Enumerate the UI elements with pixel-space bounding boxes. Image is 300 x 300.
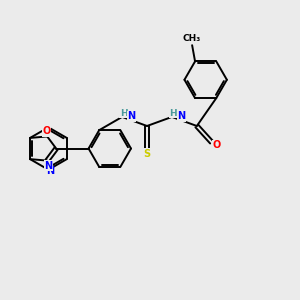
Text: N: N: [46, 166, 54, 176]
Text: O: O: [43, 126, 51, 136]
Text: N: N: [45, 161, 53, 171]
Text: N: N: [128, 111, 136, 121]
Text: O: O: [213, 140, 221, 150]
Text: CH₃: CH₃: [183, 34, 201, 43]
Text: H: H: [169, 109, 177, 118]
Text: H: H: [120, 109, 128, 118]
Text: S: S: [143, 149, 151, 159]
Text: N: N: [177, 111, 185, 121]
